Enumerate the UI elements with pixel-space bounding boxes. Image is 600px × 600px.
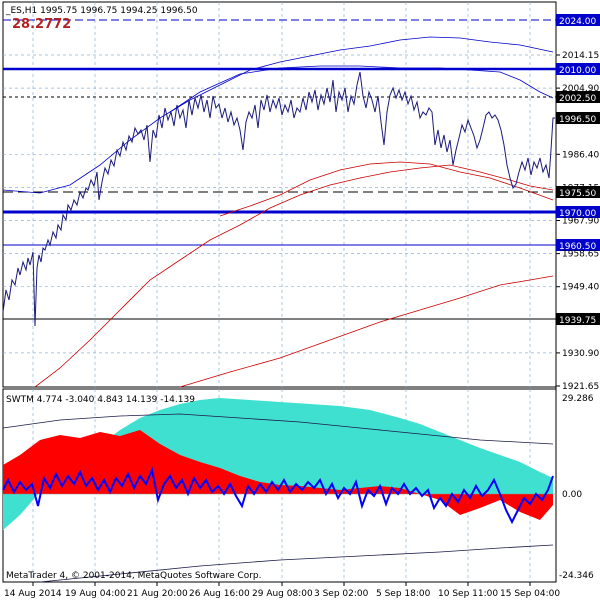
time-tick-label-7: 10 Sep 11:00 — [438, 589, 498, 599]
level-label-2: 2002.50 — [556, 91, 600, 104]
big-value: 28.2772 — [12, 17, 71, 32]
ma-red-slowest — [179, 275, 554, 388]
svg-text:2024.00: 2024.00 — [559, 17, 596, 27]
time-tick-label-4: 29 Aug 08:00 — [252, 589, 313, 599]
svg-text:1975.50: 1975.50 — [559, 189, 596, 199]
level-label-3: 1996.50 — [556, 112, 600, 125]
svg-text:1939.75: 1939.75 — [559, 316, 596, 326]
level-labels: 2024.00 2010.00 2002.50 1996.50 1975.50 1970.… — [556, 14, 600, 326]
svg-text:1996.50: 1996.50 — [559, 115, 596, 125]
svg-text:1970.00: 1970.00 — [559, 209, 596, 219]
level-label-0: 2024.00 — [556, 14, 600, 27]
time-tick-label-0: 14 Aug 2014 — [4, 589, 62, 599]
price-tick-label-5: 1958.65 — [562, 250, 599, 260]
swtm-envelope-bottom — [39, 544, 554, 583]
svg-text:2002.50: 2002.50 — [559, 94, 596, 104]
price-tick-label-7: 1930.90 — [562, 349, 599, 359]
swtm-envelope-top — [2, 413, 554, 445]
swtm-red-area — [3, 430, 553, 520]
level-label-1: 2010.00 — [556, 63, 600, 76]
price-tick-label-1: 2004.90 — [562, 84, 599, 94]
ma-red-fast — [219, 161, 554, 217]
ma-blue-secondary — [169, 65, 554, 113]
price-tick-label-8: 1921.65 — [562, 382, 599, 392]
ma-red-slow — [34, 164, 554, 388]
price-series — [2, 71, 555, 327]
level-label-5: 1970.00 — [556, 206, 600, 219]
svg-text:2010.00: 2010.00 — [559, 66, 596, 76]
time-tick-label-3: 26 Aug 16:00 — [189, 589, 250, 599]
swtm-blue-line — [2, 466, 554, 525]
time-axis-ticks: 14 Aug 2014 19 Aug 04:00 21 Aug 20:00 26 Au… — [4, 582, 560, 599]
main-pane-border — [2, 1, 557, 388]
time-tick-label-2: 21 Aug 20:00 — [127, 589, 188, 599]
price-tick-label-2: 1986.40 — [562, 150, 599, 160]
time-tick-label-5: 3 Sep 02:00 — [314, 589, 369, 599]
ma-blue — [2, 36, 554, 194]
price-tick-label-0: 2014.15 — [562, 51, 599, 61]
indicator-axis-bottom: -24.346 — [559, 571, 594, 581]
time-tick-label-1: 19 Aug 04:00 — [65, 589, 126, 599]
level-label-7: 1939.75 — [556, 313, 600, 326]
horizontal-levels — [3, 19, 556, 320]
level-label-6: 1960.50 — [556, 239, 600, 252]
price-tick-label-4: 1967.90 — [562, 217, 599, 227]
time-tick-label-6: 5 Sep 18:00 — [376, 589, 431, 599]
level-label-4: 1975.50 — [556, 186, 600, 199]
time-tick-label-8: 15 Sep 04:00 — [500, 589, 560, 599]
indicator-title: SWTM 4.774 -3.040 4.843 14.139 -14.139 — [6, 395, 195, 405]
price-tick-label-6: 1949.40 — [562, 283, 599, 293]
symbol-info: _ES,H1 1995.75 1996.75 1994.25 1996.50 — [5, 6, 198, 16]
price-axis-ticks: 2014.15 2004.90 1986.40 1977.15 1967.90 1958.… — [556, 51, 599, 392]
svg-text:1960.50: 1960.50 — [559, 242, 596, 252]
indicator-axis-top: 29.286 — [562, 394, 594, 404]
copyright-text: MetaTrader 4, © 2001-2014, MetaQuotes So… — [6, 571, 262, 581]
price-tick-label-3: 1977.15 — [562, 183, 599, 193]
indicator-axis-zero: 0.00 — [562, 490, 582, 500]
